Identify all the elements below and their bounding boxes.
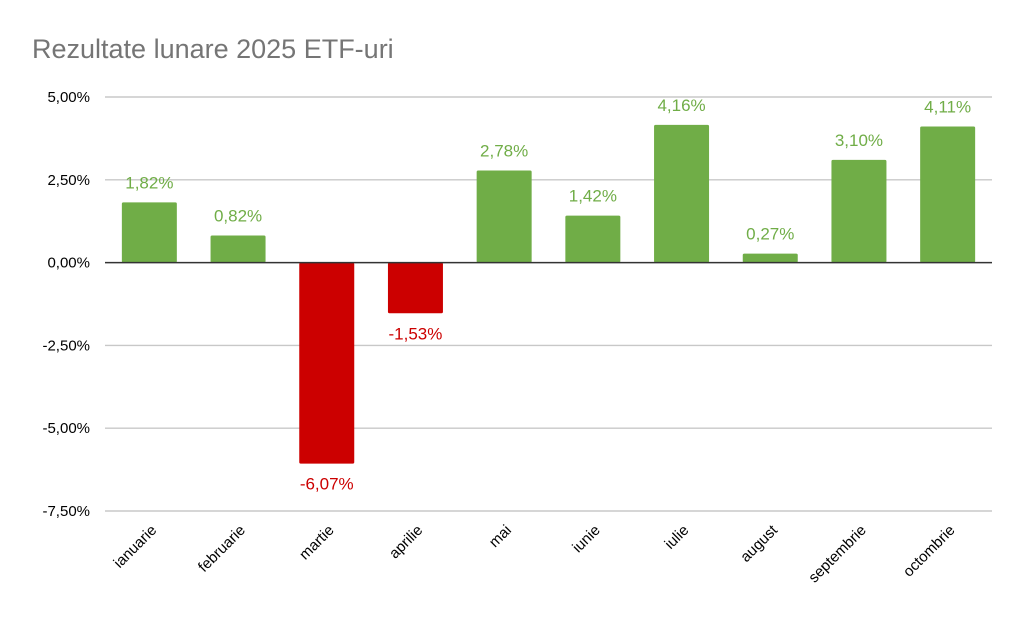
y-tick-label: 5,00% <box>47 89 90 106</box>
x-tick-label-mai: mai <box>486 522 515 551</box>
bar-mai <box>476 170 532 263</box>
bar-martie <box>299 262 355 464</box>
bar-aprilie <box>387 262 443 314</box>
data-label-octombrie: 4,11% <box>924 97 971 116</box>
data-label-august: 0,27% <box>746 225 794 244</box>
data-label-martie: -6,07% <box>300 475 354 494</box>
bar-octombrie <box>920 126 976 263</box>
y-tick-label: -5,00% <box>42 420 90 437</box>
data-label-septembrie: 3,10% <box>835 131 883 150</box>
x-tick-label-aprilie: aprilie <box>386 522 426 562</box>
data-labels: 1,82% 0,82% -6,07% -1,53% 2,78% 1,42% 4,16% 0,2… <box>125 96 971 494</box>
data-label-aprilie: -1,53% <box>389 324 443 343</box>
x-tick-label-august: august <box>737 521 781 565</box>
x-tick-label-octombrie: octombrie <box>900 522 959 581</box>
data-label-februarie: 0,82% <box>214 206 262 225</box>
y-tick-label: 0,00% <box>47 255 90 272</box>
x-axis-tick-labels: ianuarie februarie martie aprilie mai iunie iu… <box>110 521 958 586</box>
data-label-ianuarie: 1,82% <box>125 173 173 192</box>
y-tick-label: -2,50% <box>42 337 90 354</box>
bar-septembrie <box>831 159 887 263</box>
x-tick-label-septembrie: septembrie <box>805 522 869 586</box>
x-tick-label-martie: martie <box>296 522 337 563</box>
bars <box>121 124 976 464</box>
bar-august <box>742 253 798 263</box>
x-tick-label-iunie: iunie <box>569 522 603 556</box>
y-tick-label: -7,50% <box>42 503 90 520</box>
y-tick-label: 2,50% <box>47 172 90 189</box>
bar-februarie <box>210 235 266 263</box>
x-tick-label-ianuarie: ianuarie <box>110 522 160 572</box>
bar-iunie <box>565 215 621 263</box>
x-tick-label-iulie: iulie <box>661 522 692 553</box>
bar-ianuarie <box>121 202 177 263</box>
bar-iulie <box>654 124 710 263</box>
data-label-iulie: 4,16% <box>657 96 705 115</box>
chart-title: Rezultate lunare 2025 ETF-uri <box>32 34 394 64</box>
x-tick-label-februarie: februarie <box>195 522 249 576</box>
gridlines <box>105 96 992 512</box>
data-label-iunie: 1,42% <box>569 187 617 206</box>
y-axis-tick-labels: 5,00% 2,50% 0,00% -2,50% -5,00% -7,50% <box>42 89 90 520</box>
data-label-mai: 2,78% <box>480 142 528 161</box>
